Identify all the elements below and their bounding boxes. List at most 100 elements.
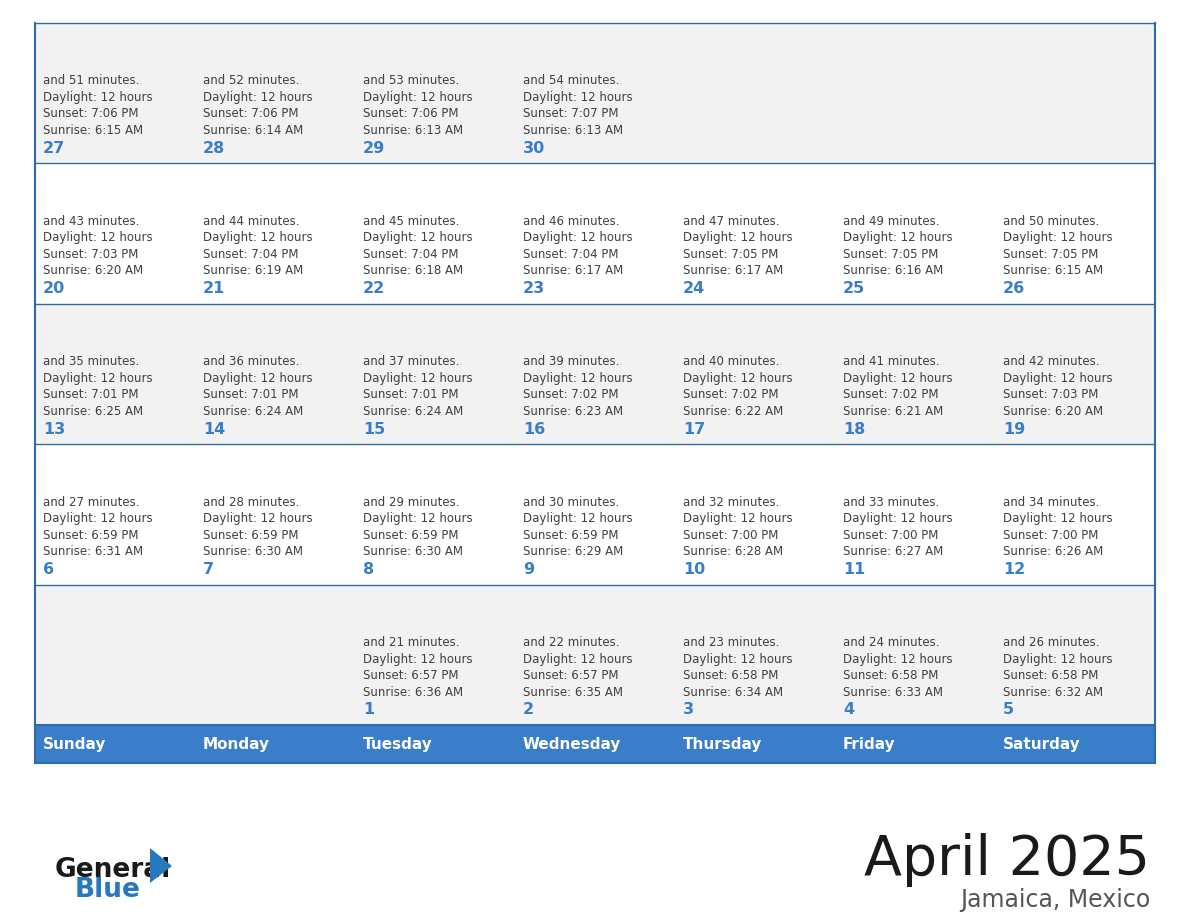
Text: Sunset: 6:58 PM: Sunset: 6:58 PM [843, 669, 939, 682]
Text: 7: 7 [203, 562, 214, 577]
Text: Daylight: 12 hours: Daylight: 12 hours [523, 231, 633, 244]
Text: and 43 minutes.: and 43 minutes. [43, 215, 139, 228]
Text: Sunset: 6:57 PM: Sunset: 6:57 PM [364, 669, 459, 682]
Bar [675, 585, 835, 725]
Text: 21: 21 [203, 281, 226, 297]
Bar [516, 23, 675, 163]
Bar [675, 163, 835, 304]
Text: Sunrise: 6:17 AM: Sunrise: 6:17 AM [523, 264, 624, 277]
Text: Daylight: 12 hours: Daylight: 12 hours [1003, 653, 1113, 666]
Bar [996, 585, 1155, 725]
Text: Daylight: 12 hours: Daylight: 12 hours [683, 231, 792, 244]
Text: 30: 30 [523, 140, 545, 156]
Text: Sunset: 7:02 PM: Sunset: 7:02 PM [523, 388, 619, 401]
Text: 11: 11 [843, 562, 865, 577]
Text: 3: 3 [683, 702, 694, 718]
Text: and 37 minutes.: and 37 minutes. [364, 355, 460, 368]
Text: 19: 19 [1003, 421, 1025, 437]
Text: Daylight: 12 hours: Daylight: 12 hours [1003, 231, 1113, 244]
Text: Wednesday: Wednesday [523, 736, 621, 752]
Text: Sunrise: 6:36 AM: Sunrise: 6:36 AM [364, 686, 463, 699]
Text: Daylight: 12 hours: Daylight: 12 hours [364, 653, 473, 666]
Text: Sunset: 7:03 PM: Sunset: 7:03 PM [43, 248, 138, 261]
Bar [195, 163, 355, 304]
Text: Sunset: 7:05 PM: Sunset: 7:05 PM [1003, 248, 1099, 261]
Bar [195, 585, 355, 725]
Text: 6: 6 [43, 562, 55, 577]
Text: Sunset: 7:06 PM: Sunset: 7:06 PM [203, 107, 298, 120]
Text: Sunrise: 6:25 AM: Sunrise: 6:25 AM [43, 405, 143, 418]
Text: 18: 18 [843, 421, 865, 437]
Text: 29: 29 [364, 140, 385, 156]
Bar [675, 23, 835, 163]
Text: 1: 1 [364, 702, 374, 718]
Text: Sunrise: 6:30 AM: Sunrise: 6:30 AM [364, 545, 463, 558]
Text: Sunset: 7:04 PM: Sunset: 7:04 PM [203, 248, 298, 261]
Text: Daylight: 12 hours: Daylight: 12 hours [523, 91, 633, 104]
Text: and 28 minutes.: and 28 minutes. [203, 496, 299, 509]
Text: and 40 minutes.: and 40 minutes. [683, 355, 779, 368]
Text: 23: 23 [523, 281, 545, 297]
Text: Daylight: 12 hours: Daylight: 12 hours [683, 512, 792, 525]
Text: and 22 minutes.: and 22 minutes. [523, 636, 619, 649]
Text: Sunrise: 6:29 AM: Sunrise: 6:29 AM [523, 545, 624, 558]
Bar [516, 585, 675, 725]
Bar [835, 585, 996, 725]
Text: Sunset: 6:59 PM: Sunset: 6:59 PM [43, 529, 139, 542]
Polygon shape [150, 848, 172, 883]
Text: and 46 minutes.: and 46 minutes. [523, 215, 619, 228]
Text: and 34 minutes.: and 34 minutes. [1003, 496, 1099, 509]
Text: and 45 minutes.: and 45 minutes. [364, 215, 460, 228]
Text: Sunset: 7:02 PM: Sunset: 7:02 PM [683, 388, 778, 401]
Bar [195, 23, 355, 163]
Text: Sunrise: 6:21 AM: Sunrise: 6:21 AM [843, 405, 943, 418]
Text: Daylight: 12 hours: Daylight: 12 hours [43, 372, 152, 385]
Text: and 27 minutes.: and 27 minutes. [43, 496, 139, 509]
Bar [675, 444, 835, 585]
Bar [996, 304, 1155, 444]
Text: Sunrise: 6:32 AM: Sunrise: 6:32 AM [1003, 686, 1104, 699]
Text: Daylight: 12 hours: Daylight: 12 hours [203, 512, 312, 525]
Text: and 21 minutes.: and 21 minutes. [364, 636, 460, 649]
Text: Sunrise: 6:17 AM: Sunrise: 6:17 AM [683, 264, 783, 277]
Text: and 49 minutes.: and 49 minutes. [843, 215, 940, 228]
Text: Sunset: 7:06 PM: Sunset: 7:06 PM [43, 107, 139, 120]
Bar [835, 163, 996, 304]
Text: 2: 2 [523, 702, 535, 718]
Text: and 44 minutes.: and 44 minutes. [203, 215, 299, 228]
Text: and 26 minutes.: and 26 minutes. [1003, 636, 1100, 649]
Text: 13: 13 [43, 421, 65, 437]
Bar [355, 163, 516, 304]
Text: Sunset: 6:58 PM: Sunset: 6:58 PM [683, 669, 778, 682]
Bar [34, 23, 195, 163]
Text: 27: 27 [43, 140, 65, 156]
Bar [195, 304, 355, 444]
Text: 25: 25 [843, 281, 865, 297]
Text: and 51 minutes.: and 51 minutes. [43, 74, 139, 87]
Text: Daylight: 12 hours: Daylight: 12 hours [43, 91, 152, 104]
Text: Sunset: 7:01 PM: Sunset: 7:01 PM [364, 388, 459, 401]
Text: Sunset: 7:00 PM: Sunset: 7:00 PM [1003, 529, 1099, 542]
Bar [355, 444, 516, 585]
Text: Daylight: 12 hours: Daylight: 12 hours [364, 91, 473, 104]
Text: and 54 minutes.: and 54 minutes. [523, 74, 619, 87]
Bar [34, 585, 195, 725]
Bar [996, 163, 1155, 304]
Text: Sunrise: 6:13 AM: Sunrise: 6:13 AM [523, 124, 624, 137]
Text: Daylight: 12 hours: Daylight: 12 hours [683, 372, 792, 385]
Text: Sunrise: 6:28 AM: Sunrise: 6:28 AM [683, 545, 783, 558]
Text: Jamaica, Mexico: Jamaica, Mexico [960, 888, 1150, 912]
Text: and 42 minutes.: and 42 minutes. [1003, 355, 1100, 368]
Text: Sunset: 6:58 PM: Sunset: 6:58 PM [1003, 669, 1099, 682]
Text: Daylight: 12 hours: Daylight: 12 hours [364, 512, 473, 525]
Text: Sunset: 7:00 PM: Sunset: 7:00 PM [843, 529, 939, 542]
Text: Sunrise: 6:20 AM: Sunrise: 6:20 AM [1003, 405, 1104, 418]
Text: Sunrise: 6:35 AM: Sunrise: 6:35 AM [523, 686, 623, 699]
Text: Sunset: 6:59 PM: Sunset: 6:59 PM [523, 529, 619, 542]
Text: 20: 20 [43, 281, 65, 297]
Text: Sunrise: 6:20 AM: Sunrise: 6:20 AM [43, 264, 143, 277]
Text: and 23 minutes.: and 23 minutes. [683, 636, 779, 649]
Text: 5: 5 [1003, 702, 1015, 718]
Text: Sunrise: 6:22 AM: Sunrise: 6:22 AM [683, 405, 783, 418]
Text: Daylight: 12 hours: Daylight: 12 hours [364, 231, 473, 244]
